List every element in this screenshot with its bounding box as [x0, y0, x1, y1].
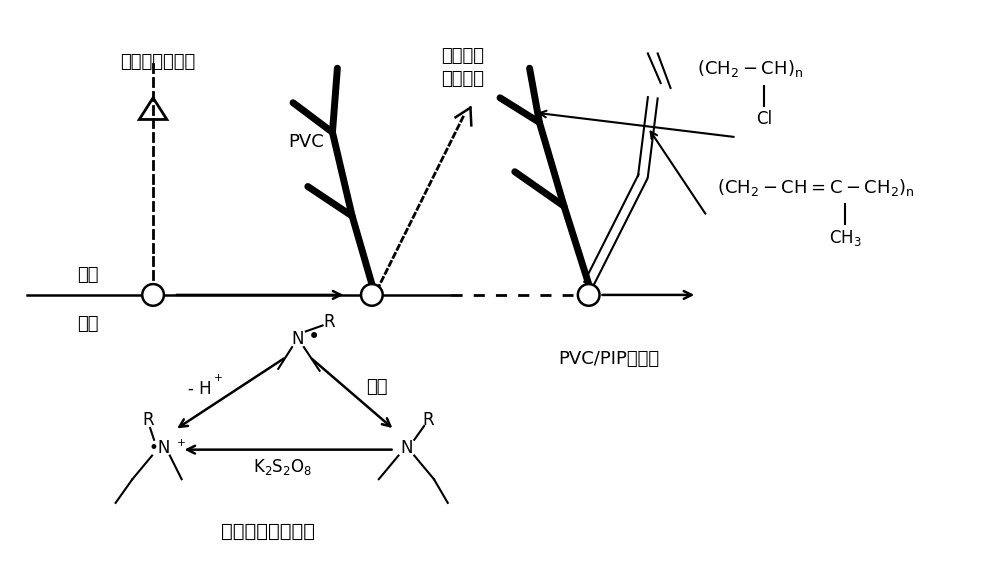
- Text: - H: - H: [188, 380, 211, 398]
- Text: $\mathregular{(CH_2-CH)_n}$: $\mathregular{(CH_2-CH)_n}$: [697, 58, 803, 79]
- Text: Cl: Cl: [756, 110, 772, 128]
- Text: 二次聚合: 二次聚合: [441, 70, 484, 88]
- Circle shape: [361, 284, 383, 306]
- Text: 油相: 油相: [77, 266, 99, 284]
- Text: 异戊二烯: 异戊二烯: [441, 47, 484, 65]
- Text: R: R: [324, 313, 335, 331]
- Text: N: N: [292, 330, 304, 349]
- Circle shape: [142, 284, 164, 306]
- Text: $\mathregular{CH_3}$: $\mathregular{CH_3}$: [829, 228, 861, 248]
- Text: 引发: 引发: [366, 377, 388, 395]
- Text: $\mathregular{(CH_2-CH=C-CH_2)_n}$: $\mathregular{(CH_2-CH=C-CH_2)_n}$: [717, 177, 915, 198]
- Text: R: R: [422, 411, 434, 429]
- Text: •N: •N: [149, 439, 171, 457]
- Text: $^+$: $^+$: [211, 373, 223, 388]
- Text: •: •: [308, 327, 320, 347]
- Text: $^+$: $^+$: [174, 438, 186, 453]
- Text: K$_2$S$_2$O$_8$: K$_2$S$_2$O$_8$: [253, 457, 313, 477]
- Circle shape: [578, 284, 600, 306]
- Text: PVC: PVC: [288, 133, 324, 151]
- Text: 氧化还原引发反应: 氧化还原引发反应: [221, 522, 315, 541]
- Text: 氯乙烯一次聚合: 氯乙烯一次聚合: [120, 53, 196, 71]
- Text: R: R: [142, 411, 154, 429]
- Text: N: N: [400, 439, 413, 457]
- Text: PVC/PIP共聚物: PVC/PIP共聚物: [558, 350, 659, 368]
- Text: 水相: 水相: [77, 316, 99, 334]
